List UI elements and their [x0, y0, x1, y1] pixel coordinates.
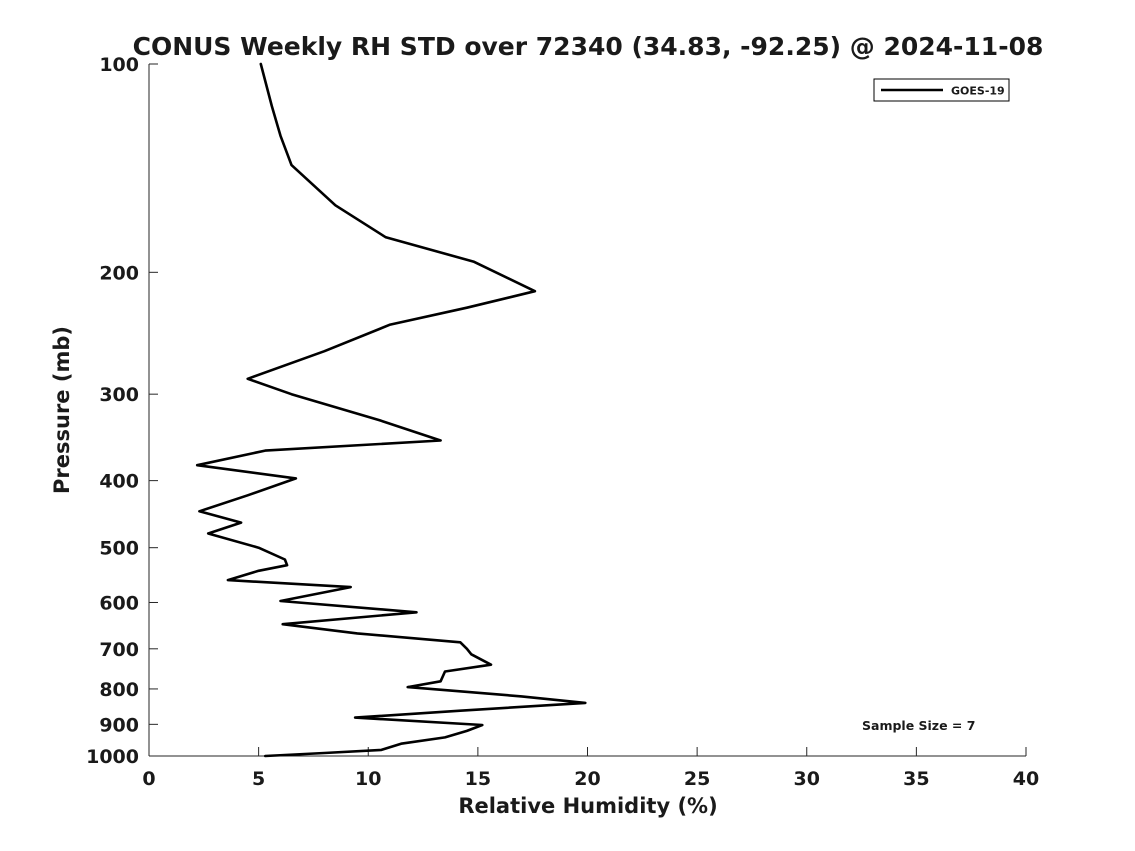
- x-tick-label: 20: [574, 768, 600, 790]
- x-axis-ticks: 0 5 10 15 20 25 30 35 40: [142, 747, 1039, 790]
- y-axis-ticks: 100 200 300 400 500 600 700 800 900 1000: [86, 54, 158, 768]
- y-axis-label: Pressure (mb): [50, 326, 74, 494]
- x-tick-label: 25: [684, 768, 710, 790]
- x-axis-label: Relative Humidity (%): [458, 794, 717, 818]
- y-tick-label: 900: [99, 714, 139, 736]
- y-tick-label: 1000: [86, 746, 139, 768]
- y-tick-label: 200: [99, 262, 139, 284]
- sample-size-annotation: Sample Size = 7: [862, 718, 975, 733]
- chart-title: CONUS Weekly RH STD over 72340 (34.83, -…: [133, 32, 1044, 61]
- x-tick-label: 40: [1013, 768, 1039, 790]
- x-tick-label: 30: [794, 768, 820, 790]
- legend-label-goes-19: GOES-19: [951, 85, 1005, 98]
- y-tick-label: 500: [99, 538, 139, 560]
- x-tick-label: 10: [355, 768, 381, 790]
- series-layer: [195, 62, 587, 758]
- x-tick-label: 15: [465, 768, 491, 790]
- y-tick-label: 100: [99, 54, 139, 76]
- x-tick-label: 5: [252, 768, 265, 790]
- series-line-goes-19: [195, 62, 587, 758]
- y-tick-label: 700: [99, 639, 139, 661]
- x-tick-label: 0: [142, 768, 155, 790]
- y-tick-label: 600: [99, 592, 139, 614]
- x-tick-label: 35: [903, 768, 929, 790]
- y-tick-label: 400: [99, 471, 139, 493]
- y-tick-label: 800: [99, 679, 139, 701]
- legend: GOES-19: [873, 78, 1010, 102]
- y-tick-label: 300: [99, 384, 139, 406]
